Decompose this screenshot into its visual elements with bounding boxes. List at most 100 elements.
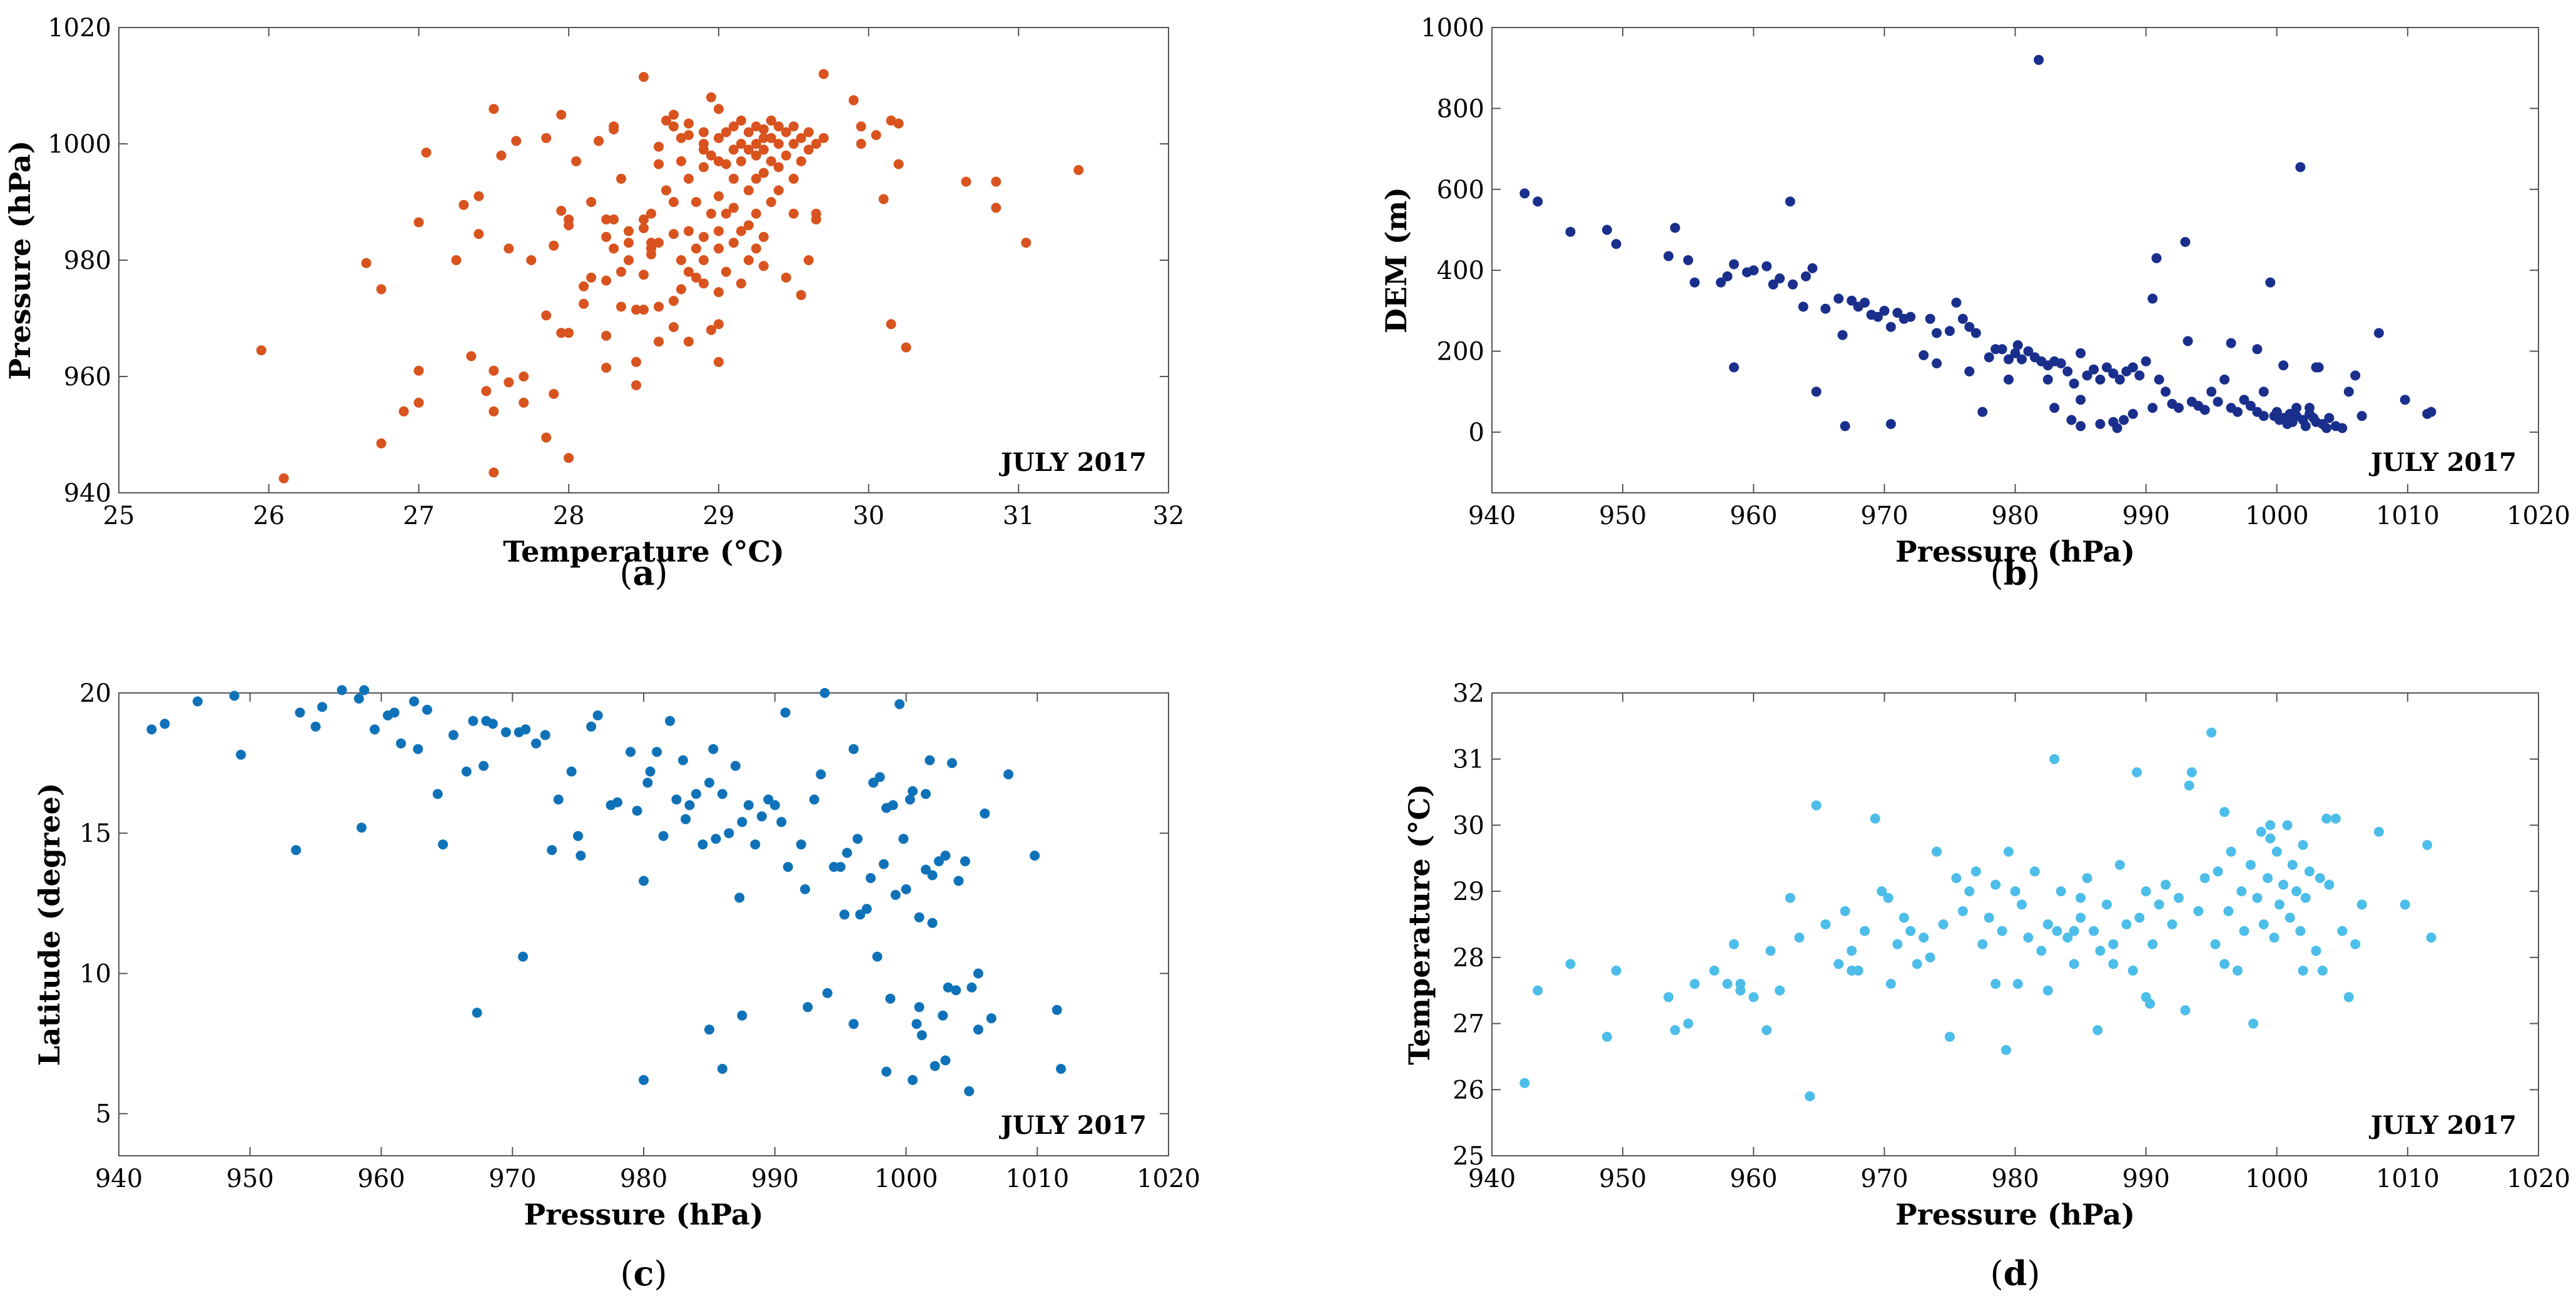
data-point [901, 884, 911, 894]
data-point [728, 203, 739, 213]
data-point [1030, 851, 1040, 861]
data-point [1052, 1004, 1062, 1015]
data-point [2239, 926, 2249, 936]
data-point [361, 258, 372, 268]
data-point [1762, 261, 1772, 271]
data-point [881, 802, 891, 813]
data-point [541, 133, 552, 143]
data-point [1811, 387, 1822, 397]
y-tick-label: 15 [79, 819, 111, 848]
data-point [706, 208, 716, 219]
x-tick-label: 1010 [2376, 502, 2440, 530]
data-point [781, 272, 791, 283]
data-point [601, 214, 612, 225]
data-point [766, 156, 776, 166]
data-point [698, 162, 709, 173]
data-point [704, 777, 714, 788]
chart-panel-d: 940 950 960 970 980 990 1000 1010 1020 25 26 27 28 29… [1402, 679, 2570, 1293]
data-point [1885, 321, 1896, 332]
data-point [751, 208, 761, 219]
data-point [2248, 1018, 2259, 1029]
data-point [564, 453, 574, 463]
data-point [668, 121, 679, 132]
data-point [1798, 301, 1808, 312]
data-point [1860, 926, 1870, 936]
data-point [1533, 196, 1543, 207]
data-point [1820, 303, 1831, 314]
data-point [683, 173, 694, 184]
data-point [2127, 362, 2138, 373]
y-axis-title: DEM (m) [1379, 187, 1413, 333]
data-point [717, 789, 728, 799]
data-point [773, 162, 784, 173]
data-point [677, 755, 688, 766]
data-point [875, 772, 885, 782]
y-tick-label: 1000 [48, 130, 111, 159]
data-point [2127, 966, 2138, 976]
data-point [878, 194, 889, 205]
data-point [2076, 912, 2086, 923]
x-tick-label: 980 [620, 1165, 667, 1193]
data-point [1565, 226, 1576, 237]
data-point [1883, 892, 1894, 903]
data-point [2161, 879, 2171, 890]
data-point [2356, 899, 2367, 910]
x-tick-label: 26 [253, 502, 285, 530]
data-point [609, 243, 619, 254]
data-point [2295, 162, 2306, 173]
data-point [1833, 959, 1844, 969]
data-point [713, 133, 724, 143]
data-point [389, 707, 400, 718]
data-point [2069, 378, 2079, 389]
data-point [914, 912, 925, 922]
data-point [519, 371, 529, 382]
data-point [413, 217, 424, 228]
data-point [895, 699, 905, 709]
data-point [295, 707, 305, 718]
data-point [2245, 400, 2256, 411]
data-point [586, 197, 597, 207]
data-point [683, 336, 694, 347]
data-point [631, 356, 641, 367]
data-point [2154, 374, 2164, 385]
data-point [2315, 873, 2325, 883]
data-point [925, 755, 935, 766]
data-point [1905, 311, 1916, 322]
x-tick-label: 29 [702, 502, 734, 530]
data-point [1722, 979, 1733, 989]
data-point [668, 322, 679, 332]
data-point [1964, 366, 1975, 377]
data-point [654, 336, 664, 347]
data-point [398, 406, 409, 417]
x-tick-label: 990 [751, 1165, 799, 1193]
x-tick-label: 31 [1003, 502, 1035, 530]
data-point [1877, 886, 1887, 897]
data-point [1970, 866, 1981, 877]
data-point [773, 139, 784, 149]
data-point [736, 156, 746, 166]
data-point [803, 1002, 813, 1013]
data-point [728, 173, 739, 184]
x-tick-label: 950 [1599, 1165, 1646, 1193]
data-point [2193, 906, 2204, 916]
data-point [2356, 411, 2367, 422]
data-point [980, 808, 990, 819]
x-tick-label: 1020 [2507, 1165, 2570, 1193]
data-point [927, 870, 938, 881]
data-point [2121, 919, 2132, 929]
data-point [654, 301, 664, 312]
data-point [1885, 419, 1896, 429]
data-point [1021, 238, 1032, 248]
data-point [751, 173, 761, 184]
data-point [728, 144, 739, 155]
data-point [624, 238, 634, 248]
data-point [616, 301, 626, 312]
data-point [1879, 305, 1890, 316]
data-point [721, 208, 731, 219]
data-point [698, 255, 709, 265]
data-point [317, 702, 328, 712]
data-point [2265, 820, 2276, 831]
month-annotation: JULY 2017 [999, 1111, 1147, 1140]
panel-label: (a) [619, 553, 667, 593]
data-point [781, 127, 791, 138]
